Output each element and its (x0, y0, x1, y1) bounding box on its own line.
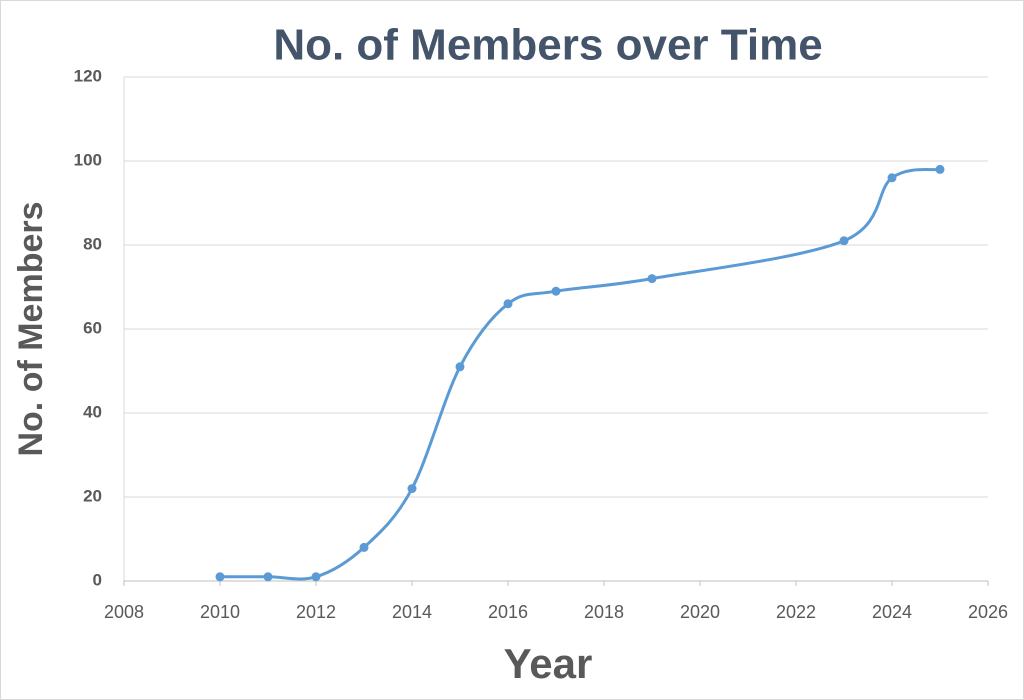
x-tick-label: 2014 (392, 602, 432, 622)
y-tick-label: 80 (83, 234, 102, 253)
x-tick-label: 2018 (584, 602, 624, 622)
data-point (887, 173, 897, 183)
x-tick-label: 2016 (488, 602, 528, 622)
y-tick-label: 20 (83, 486, 102, 505)
data-point (839, 236, 849, 246)
x-tick-label: 2026 (968, 602, 1008, 622)
data-point (503, 299, 513, 309)
data-point (407, 484, 417, 494)
data-point (215, 572, 225, 582)
data-point (647, 274, 657, 284)
x-tick-label: 2012 (296, 602, 336, 622)
x-axis-label: Year (504, 640, 593, 687)
x-tick-label: 2020 (680, 602, 720, 622)
data-point (551, 286, 561, 296)
y-tick-label: 120 (74, 66, 102, 85)
data-point (935, 164, 945, 174)
x-tick-label: 2010 (200, 602, 240, 622)
data-point (359, 542, 369, 552)
x-tick-label: 2024 (872, 602, 912, 622)
y-tick-label: 40 (83, 402, 102, 421)
y-axis-label: No. of Members (12, 201, 50, 456)
data-point (311, 572, 321, 582)
chart-title: No. of Members over Time (273, 21, 822, 70)
x-tick-label: 2022 (776, 602, 816, 622)
data-point (455, 362, 465, 372)
x-tick-label: 2008 (104, 602, 144, 622)
y-tick-label: 60 (83, 318, 102, 337)
y-tick-label: 0 (93, 570, 102, 589)
y-tick-label: 100 (74, 150, 102, 169)
data-point (263, 572, 273, 582)
